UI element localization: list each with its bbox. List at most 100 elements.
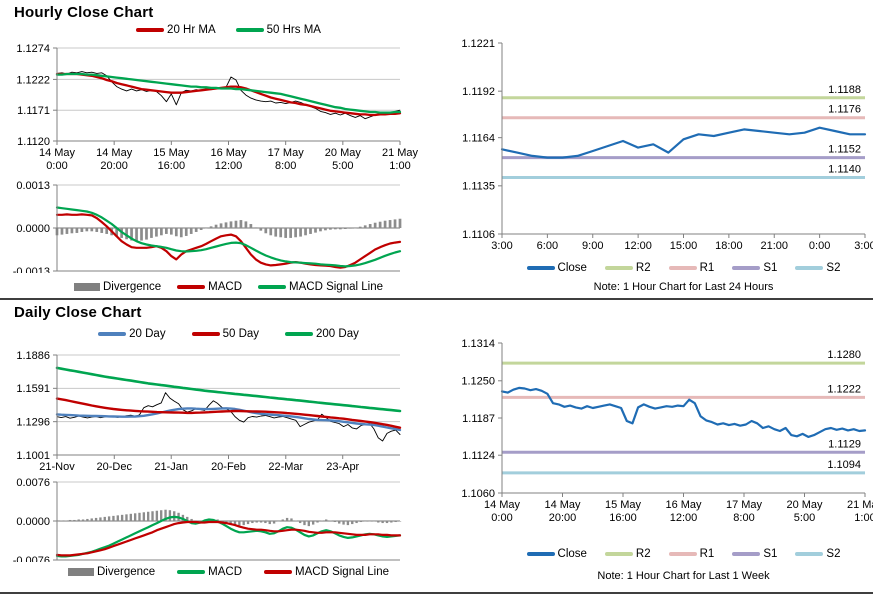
legend-swatch-icon — [136, 28, 165, 32]
legend-swatch-icon — [177, 570, 206, 574]
legend-label: R1 — [699, 262, 715, 274]
daily-close-legend: 20 Day 50 Day 200 Day — [57, 328, 400, 340]
legend-swatch-icon — [668, 266, 697, 270]
legend-swatch-icon — [732, 266, 761, 270]
legend-swatch-icon — [795, 266, 824, 270]
legend-label: S2 — [826, 548, 841, 560]
legend-item-s2: S2 — [795, 262, 840, 274]
bottom-divider — [0, 592, 873, 594]
legend-item-macd: MACD — [177, 566, 242, 578]
legend-swatch-icon — [264, 570, 293, 574]
legend-label: R1 — [699, 548, 715, 560]
svg-text:1.1171: 1.1171 — [17, 105, 50, 117]
weekly-chart-note: Note: 1 Hour Chart for Last 1 Week — [597, 570, 770, 582]
svg-text:1.1280: 1.1280 — [827, 349, 861, 361]
svg-text:15:00: 15:00 — [670, 240, 698, 252]
legend-swatch-icon — [526, 552, 555, 556]
svg-text:1.1129: 1.1129 — [828, 438, 861, 450]
weekly-support-resistance-chart: 1.1280 1.1222 1.1129 1.1094 1.1314 1.1250 1.11… — [461, 338, 873, 524]
daily-section-title: Daily Close Chart — [14, 304, 142, 321]
legend-swatch-icon — [795, 552, 824, 556]
legend-label: Divergence — [102, 281, 162, 293]
legend-item-20-day: 20 Day — [98, 328, 166, 340]
svg-text:20-Feb: 20-Feb — [211, 461, 246, 473]
svg-text:1.1094: 1.1094 — [827, 459, 861, 471]
legend-label: MACD Signal Line — [295, 566, 389, 578]
legend-swatch-icon — [668, 552, 697, 556]
legend-item-macd: MACD — [177, 281, 242, 293]
legend-swatch-icon — [98, 332, 127, 336]
svg-text:1.1188: 1.1188 — [828, 84, 861, 96]
section-divider — [0, 298, 873, 300]
legend-label: Divergence — [96, 566, 156, 578]
legend-label: 200 Day — [316, 328, 359, 340]
legend-item-50-day: 50 Day — [191, 328, 260, 340]
legend-swatch-icon — [191, 332, 220, 336]
svg-text:9:00: 9:00 — [582, 240, 603, 252]
svg-text:6:00: 6:00 — [537, 240, 558, 252]
hourly-sr-legend: Close R2 R1 S1 S2 — [502, 262, 865, 274]
legend-label: 50 Day — [222, 328, 260, 340]
svg-text:21:00: 21:00 — [760, 240, 788, 252]
legend-item-50-hrs-ma: 50 Hrs MA — [235, 24, 321, 36]
legend-item-r2: R2 — [604, 548, 651, 560]
legend-swatch-icon — [285, 332, 314, 336]
svg-text:20-Dec: 20-Dec — [97, 461, 133, 473]
legend-item-r1: R1 — [668, 548, 715, 560]
legend-item-200-day: 200 Day — [285, 328, 359, 340]
legend-item-divergence: Divergence — [67, 566, 156, 578]
svg-text:1.1176: 1.1176 — [828, 104, 861, 116]
svg-text:12:00: 12:00 — [624, 240, 652, 252]
legend-label: 50 Hrs MA — [266, 24, 321, 36]
legend-item-r1: R1 — [668, 262, 715, 274]
svg-text:1.1591: 1.1591 — [16, 383, 50, 395]
svg-text:-0.0013: -0.0013 — [13, 266, 50, 273]
svg-text:1.1001: 1.1001 — [16, 450, 50, 462]
svg-text:0.0000: 0.0000 — [16, 223, 50, 235]
svg-text:0.0000: 0.0000 — [16, 516, 50, 528]
hourly-chart-note: Note: 1 Hour Chart for Last 24 Hours — [593, 281, 774, 293]
svg-text:22-Mar: 22-Mar — [268, 461, 303, 473]
weekly-sr-legend: Close R2 R1 S1 S2 — [502, 548, 865, 560]
legend-item-r2: R2 — [604, 262, 651, 274]
svg-text:1.1152: 1.1152 — [828, 144, 861, 156]
legend-item-macd-signal-line: MACD Signal Line — [264, 566, 389, 578]
svg-text:18:00: 18:00 — [715, 240, 743, 252]
legend-label: S1 — [763, 548, 778, 560]
svg-text:1.1060: 1.1060 — [461, 488, 495, 500]
legend-label: S1 — [763, 262, 778, 274]
svg-text:1.1106: 1.1106 — [462, 229, 495, 241]
svg-text:21-Jan: 21-Jan — [154, 461, 188, 473]
legend-item-close: Close — [526, 262, 587, 274]
legend-label: MACD — [208, 281, 243, 293]
legend-label: 20 Hr MA — [167, 24, 216, 36]
svg-text:1.1135: 1.1135 — [462, 181, 495, 193]
legend-label: R2 — [635, 262, 651, 274]
hourly-macd-chart: 0.0013 0.0000 -0.0013 — [13, 180, 402, 273]
legend-swatch-icon — [235, 28, 264, 32]
svg-text:1.1274: 1.1274 — [16, 43, 50, 55]
svg-text:1.1140: 1.1140 — [828, 164, 861, 176]
legend-item-s2: S2 — [795, 548, 840, 560]
legend-label: S2 — [826, 262, 841, 274]
legend-item-s1: S1 — [732, 548, 777, 560]
hourly-macd-legend: Divergence MACD MACD Signal Line — [57, 281, 400, 293]
svg-text:21-Nov: 21-Nov — [39, 461, 75, 473]
svg-text:23-Apr: 23-Apr — [326, 461, 359, 473]
legend-label: Close — [557, 262, 587, 274]
svg-text:1.1222: 1.1222 — [827, 383, 861, 395]
svg-text:3:00: 3:00 — [854, 240, 873, 252]
